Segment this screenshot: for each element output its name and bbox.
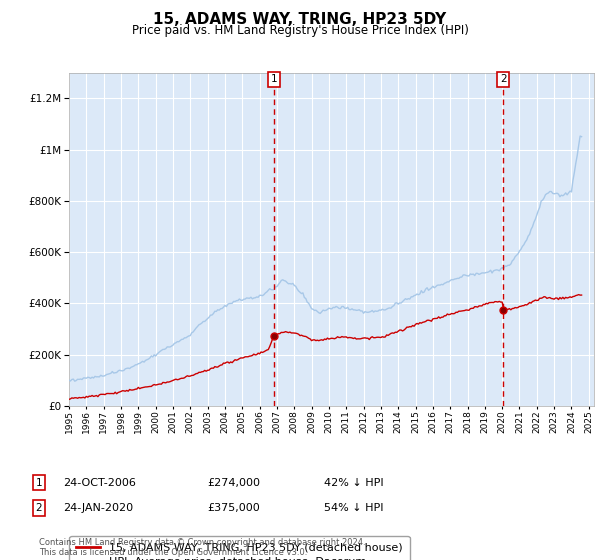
Text: 54% ↓ HPI: 54% ↓ HPI xyxy=(324,503,383,513)
Text: 24-JAN-2020: 24-JAN-2020 xyxy=(63,503,133,513)
Text: Contains HM Land Registry data © Crown copyright and database right 2024.
This d: Contains HM Land Registry data © Crown c… xyxy=(39,538,365,557)
Text: 1: 1 xyxy=(35,478,43,488)
Text: 42% ↓ HPI: 42% ↓ HPI xyxy=(324,478,383,488)
Text: 1: 1 xyxy=(271,74,277,84)
Text: £274,000: £274,000 xyxy=(207,478,260,488)
Text: 2: 2 xyxy=(35,503,43,513)
Text: 24-OCT-2006: 24-OCT-2006 xyxy=(63,478,136,488)
Text: £375,000: £375,000 xyxy=(207,503,260,513)
Text: Price paid vs. HM Land Registry's House Price Index (HPI): Price paid vs. HM Land Registry's House … xyxy=(131,24,469,36)
Text: 15, ADAMS WAY, TRING, HP23 5DY: 15, ADAMS WAY, TRING, HP23 5DY xyxy=(154,12,446,27)
Text: 2: 2 xyxy=(500,74,506,84)
Legend: 15, ADAMS WAY, TRING, HP23 5DY (detached house), HPI: Average price, detached ho: 15, ADAMS WAY, TRING, HP23 5DY (detached… xyxy=(70,536,410,560)
